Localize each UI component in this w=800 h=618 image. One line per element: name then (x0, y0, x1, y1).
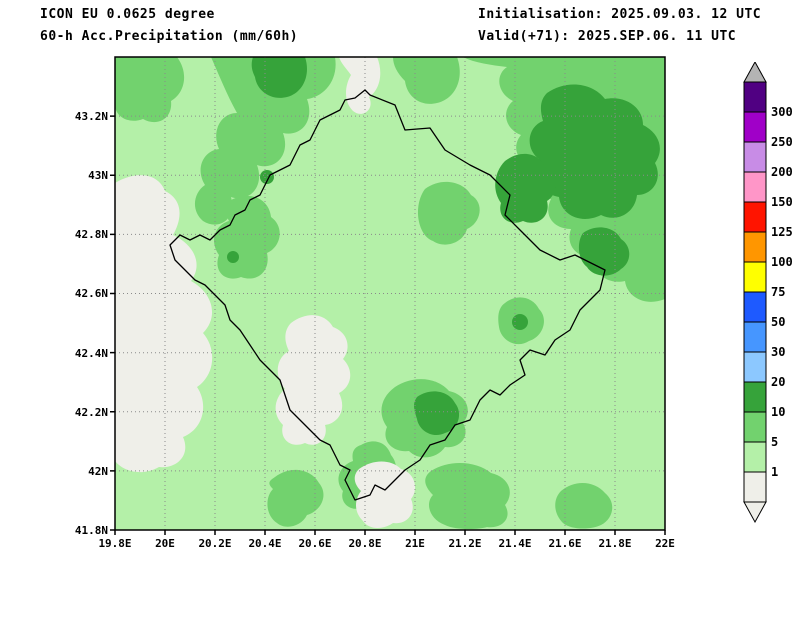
y-tick-label: 43.2N (75, 110, 108, 123)
grid-lines (115, 57, 665, 530)
precip-field (115, 57, 665, 530)
x-axis-labels: 19.8E 20E 20.2E 20.4E 20.6E 20.8E 21E 21… (98, 537, 675, 550)
colorbar-band (743, 261, 767, 293)
y-tick-label: 42.6N (75, 287, 108, 300)
y-tick-label: 43N (88, 169, 108, 182)
colorbar-band (743, 231, 767, 263)
colorbar-band (743, 351, 767, 383)
precip-areas-10-20mm (227, 57, 660, 436)
colorbar-band (743, 441, 767, 473)
y-tick-label: 42.8N (75, 228, 108, 241)
x-tick-label: 21.2E (448, 537, 481, 550)
x-tick-label: 21.4E (498, 537, 531, 550)
colorbar-band (743, 201, 767, 233)
precip-areas-below-1mm (115, 57, 416, 529)
colorbar-label: 1 (771, 465, 778, 479)
colorbar-label: 100 (771, 255, 793, 269)
y-axis-labels: 43.2N 43N 42.8N 42.6N 42.4N 42.2N 42N 41… (75, 110, 108, 537)
colorbar-label: 30 (771, 345, 785, 359)
x-tick-label: 21E (405, 537, 425, 550)
y-tick-label: 41.8N (75, 524, 108, 537)
colorbar-band (743, 81, 767, 113)
colorbar-label: 75 (771, 285, 785, 299)
colorbar-band (743, 321, 767, 353)
y-tick-label: 42.4N (75, 347, 108, 360)
colorbar-band (743, 411, 767, 443)
colorbar-label: 50 (771, 315, 785, 329)
colorbar-band (743, 381, 767, 413)
model-title: ICON EU 0.0625 degree (40, 7, 215, 22)
x-tick-label: 21.6E (548, 537, 581, 550)
colorbar-label: 20 (771, 375, 785, 389)
region-border (169, 89, 606, 501)
colorbar-band (743, 141, 767, 173)
x-tick-label: 20.2E (198, 537, 231, 550)
colorbar-label: 5 (771, 435, 778, 449)
x-tick-label: 20E (155, 537, 175, 550)
axis-tick-marks (110, 115, 666, 535)
x-tick-label: 21.8E (598, 537, 631, 550)
colorbar-label: 150 (771, 195, 793, 209)
y-tick-label: 42.2N (75, 406, 108, 419)
colorbar-band (743, 471, 767, 503)
colorbar-label: 10 (771, 405, 785, 419)
x-tick-label: 19.8E (98, 537, 131, 550)
x-tick-label: 22E (655, 537, 675, 550)
colorbar: 300 250 200 150 125 100 75 50 30 20 10 5… (743, 62, 793, 524)
product-title: 60-h Acc.Precipitation (mm/60h) (40, 29, 299, 44)
init-time: Initialisation: 2025.09.03. 12 UTC (478, 7, 762, 22)
valid-time: Valid(+71): 2025.SEP.06. 11 UTC (478, 29, 737, 44)
colorbar-label: 200 (771, 165, 793, 179)
x-tick-label: 20.6E (298, 537, 331, 550)
colorbar-arrow-top (743, 62, 767, 83)
x-tick-label: 20.8E (348, 537, 381, 550)
colorbar-label: 300 (771, 105, 793, 119)
colorbar-label: 125 (771, 225, 793, 239)
colorbar-band (743, 291, 767, 323)
colorbar-band (743, 171, 767, 203)
colorbar-band (743, 111, 767, 143)
colorbar-label: 250 (771, 135, 793, 149)
colorbar-arrow-bottom (743, 501, 767, 524)
x-tick-label: 20.4E (248, 537, 281, 550)
colorbar-labels: 300 250 200 150 125 100 75 50 30 20 10 5… (771, 105, 793, 479)
y-tick-label: 42N (88, 465, 108, 478)
